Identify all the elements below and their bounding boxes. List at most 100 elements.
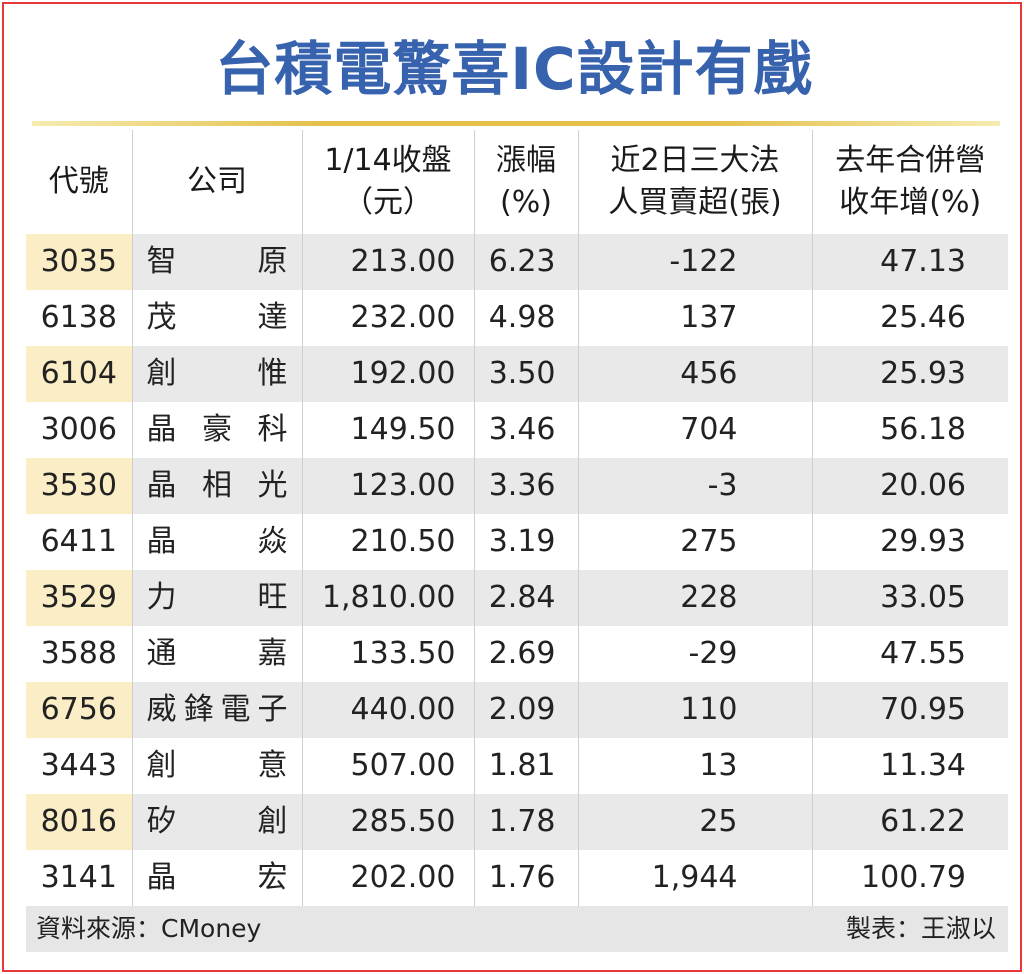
institutional-net: 456: [578, 346, 813, 402]
table-header-row: 代號 公司 1/14收盤 （元） 漲幅 (%) 近2日三大法 人買賣超(張) 去年合併…: [26, 130, 1008, 234]
stock-code: 6138: [26, 290, 133, 346]
company-name: 通嘉: [132, 626, 303, 682]
company-name-char: 力: [146, 580, 177, 615]
table-row: 3530 晶相光 123.00 3.36 -3 20.06: [26, 458, 1008, 514]
company-name: 智原: [132, 234, 303, 290]
price-change-pct: 3.46: [474, 402, 579, 458]
institutional-net: 110: [578, 682, 813, 738]
header-code: 代號: [26, 130, 133, 234]
institutional-net: -122: [578, 234, 813, 290]
company-name-char: 嘉: [257, 636, 288, 671]
stock-code: 3530: [26, 458, 133, 514]
company-name-char: 晶: [146, 860, 177, 895]
revenue-growth: 70.95: [812, 682, 1008, 738]
header-change: 漲幅 (%): [474, 130, 579, 234]
table-footer: 資料來源：CMoney 製表：王淑以: [26, 906, 1008, 952]
company-name-char: 威: [146, 692, 177, 727]
table-row: 6411 晶焱 210.50 3.19 275 29.93: [26, 514, 1008, 570]
company-name-char: 意: [257, 748, 288, 783]
company-name: 力旺: [132, 570, 303, 626]
company-name-char: 鋒: [183, 692, 214, 727]
revenue-growth: 29.93: [880, 524, 966, 559]
stock-code: 3588: [26, 626, 133, 682]
price-change-pct: 2.84: [474, 570, 579, 626]
company-name-char: 茂: [146, 300, 177, 335]
institutional-net: -29: [578, 626, 813, 682]
maker-note: 製表：王淑以: [845, 914, 996, 943]
revenue-growth: 11.34: [880, 748, 966, 783]
company-name: 晶相光: [132, 458, 303, 514]
table-row: 8016 矽創 285.50 1.78 25 61.22: [26, 794, 1008, 850]
stock-code: 6756: [26, 682, 133, 738]
price-change-pct: 3.19: [474, 514, 579, 570]
institutional-net: 25: [578, 794, 813, 850]
table-row: 3588 通嘉 133.50 2.69 -29 47.55: [26, 626, 1008, 682]
stock-code: 3529: [26, 570, 133, 626]
close-price: 440.00: [302, 682, 475, 738]
company-name-char: 創: [146, 356, 177, 391]
revenue-growth: 47.13: [812, 234, 1008, 290]
price-change-pct: 4.98: [474, 290, 579, 346]
company-name-char: 焱: [257, 524, 288, 559]
header-institutional: 近2日三大法 人買賣超(張): [578, 130, 813, 234]
price-change-pct: 2.69: [474, 626, 579, 682]
header-revenue-growth: 去年合併營 收年增(%): [835, 143, 986, 220]
company-name-char: 創: [146, 748, 177, 783]
institutional-net: 704: [578, 402, 813, 458]
company-name-char: 原: [257, 244, 288, 279]
stock-code: 3006: [26, 402, 133, 458]
company-name: 晶焱: [132, 514, 303, 570]
price-change-pct: 1.76: [474, 850, 579, 906]
company-name-char: 智: [146, 244, 177, 279]
company-name-char: 達: [257, 300, 288, 335]
close-price: 192.00: [302, 346, 475, 402]
table-row: 3529 力旺 1,810.00 2.84 228 33.05: [26, 570, 1008, 626]
stock-code: 6411: [26, 514, 133, 570]
company-name: 晶豪科: [132, 402, 303, 458]
revenue-growth: 20.06: [812, 458, 1008, 514]
revenue-growth: 47.55: [880, 636, 966, 671]
institutional-net: -3: [578, 458, 813, 514]
stock-code: 3443: [26, 738, 133, 794]
company-name-char: 宏: [257, 860, 288, 895]
price-change-pct: 3.36: [474, 458, 579, 514]
table-row: 3035 智原 213.00 6.23 -122 47.13: [26, 234, 1008, 290]
title-divider: [32, 121, 1000, 126]
source-note: 資料來源：CMoney: [36, 914, 262, 943]
company-name-char: 矽: [146, 804, 177, 839]
company-name: 威鋒電子: [132, 682, 303, 738]
table-row: 6756 威鋒電子 440.00 2.09 110 70.95: [26, 682, 1008, 738]
company-name-char: 晶: [146, 468, 177, 503]
company-name: 茂達: [132, 290, 303, 346]
close-price: 232.00: [302, 290, 475, 346]
company-name-char: 相: [202, 468, 232, 503]
company-name-char: 晶: [146, 412, 177, 447]
institutional-net: 137: [578, 290, 813, 346]
institutional-net: 13: [578, 738, 813, 794]
stock-table: 代號 公司 1/14收盤 （元） 漲幅 (%) 近2日三大法 人買賣超(張) 去年合併…: [26, 130, 1008, 906]
company-name-char: 創: [257, 804, 288, 839]
company-name-char: 通: [146, 636, 177, 671]
header-company: 公司: [132, 130, 303, 234]
revenue-growth: 33.05: [812, 570, 1008, 626]
company-name: 創惟: [132, 346, 303, 402]
revenue-growth: 25.93: [812, 346, 1008, 402]
stock-code: 3035: [26, 234, 133, 290]
close-price: 213.00: [302, 234, 475, 290]
close-price: 507.00: [302, 738, 475, 794]
table-row: 6104 創惟 192.00 3.50 456 25.93: [26, 346, 1008, 402]
table-row: 3141 晶宏 202.00 1.76 1,944 100.79: [26, 850, 1008, 906]
price-change-pct: 6.23: [474, 234, 579, 290]
close-price: 202.00: [302, 850, 475, 906]
company-name: 創意: [132, 738, 303, 794]
institutional-net: 228: [578, 570, 813, 626]
stock-code: 3141: [26, 850, 133, 906]
company-name-char: 豪: [202, 412, 232, 447]
company-name-char: 光: [257, 468, 288, 503]
close-price: 210.50: [302, 514, 475, 570]
revenue-growth: 25.46: [880, 300, 966, 335]
company-name-char: 電: [220, 692, 251, 727]
close-price: 1,810.00: [302, 570, 475, 626]
table-row: 3006 晶豪科 149.50 3.46 704 56.18: [26, 402, 1008, 458]
